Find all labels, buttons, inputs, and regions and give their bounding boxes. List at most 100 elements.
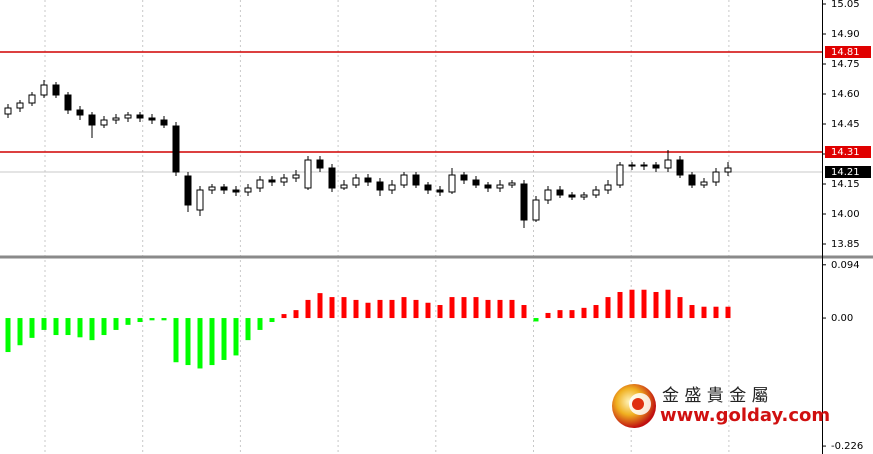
candle-body [100,119,108,126]
candle-body [148,117,156,121]
candle-body [316,159,324,169]
histogram-bar [269,318,275,323]
price-label-box [825,46,871,58]
candle-body [328,167,336,189]
histogram-bar [701,306,707,319]
candle-body [40,84,48,96]
candle-body [256,179,264,189]
price-label: 14.21 [831,167,860,178]
price-label-box [825,146,871,158]
histogram-bar [521,305,527,319]
histogram-bar [341,297,347,319]
histogram-bar [245,318,251,341]
histogram-bar [581,307,587,319]
macd-pane [5,289,731,369]
histogram-bar [257,318,263,330]
histogram-bar [89,318,95,341]
candle-body [676,159,684,176]
histogram-bar [41,318,47,330]
candle-body [652,164,660,169]
histogram-bar [29,318,35,338]
candle-body [232,189,240,193]
candle-body [184,175,192,206]
histogram-bar [65,318,71,336]
histogram-bar [353,299,359,319]
histogram-bar [53,318,59,336]
candle-body [556,189,564,196]
candle-body [112,117,120,121]
histogram-bar [665,289,671,319]
histogram-bar [413,299,419,319]
histogram-bar [317,293,323,319]
y-tick-label: 14.45 [831,119,860,130]
y-tick-label: 14.00 [831,209,860,220]
candle-body [496,184,504,189]
histogram-bar [617,291,623,319]
candle-body [16,102,24,109]
histogram-bar [197,318,203,369]
histogram-bar [485,299,491,319]
histogram-bar [377,299,383,319]
candle-body [172,125,180,173]
y-tick-label: 14.75 [831,59,860,70]
candle-body [616,164,624,186]
histogram-bar [365,302,371,319]
histogram-bar [677,297,683,319]
histogram-bar [101,318,107,336]
histogram-bar [689,305,695,319]
histogram-bar [629,289,635,319]
candle-body [580,194,588,198]
price-label: 14.81 [831,47,860,58]
histogram-bar [473,297,479,319]
histogram-bar [389,299,395,319]
price-pane [0,51,822,228]
candle-body [124,114,132,119]
histogram-bar [497,299,503,319]
candle-body [160,119,168,126]
y-tick-label: -0.226 [831,441,863,452]
candle-body [340,184,348,189]
histogram-bar [221,318,227,360]
candle-body [220,186,228,191]
candle-body [520,183,528,221]
candle-body [28,94,36,104]
candle-body [208,186,216,191]
candle-body [628,164,636,167]
histogram-bar [437,305,443,319]
y-tick-label: 14.90 [831,29,860,40]
histogram-bar [461,297,467,319]
histogram-bar [401,297,407,319]
histogram-bar [305,299,311,319]
histogram-bar [173,318,179,363]
candle-body [88,114,96,126]
histogram-bar [713,306,719,319]
candle-body [4,107,12,115]
candle-body [532,199,540,221]
histogram-bar [77,318,83,338]
histogram-bar [329,297,335,319]
price-label: 14.31 [831,147,860,158]
axis-labels: 15.0514.9014.7514.6014.4514.3014.1514.00… [822,0,871,452]
y-tick-label: 0.094 [831,260,860,271]
candle-body [712,171,720,183]
watermark: 金 盛 貴 金 屬 www.golday.com [612,384,830,428]
histogram-bar [161,318,167,321]
candle-body [364,177,372,183]
candle-body [724,167,732,173]
candle-body [436,189,444,193]
candle-body [484,184,492,189]
y-tick-label: 0.00 [831,313,853,324]
y-tick-label: 14.60 [831,89,860,100]
histogram-bar [653,291,659,319]
candle-body [376,181,384,191]
histogram-bar [449,297,455,319]
candle-body [688,174,696,186]
histogram-bar [185,318,191,366]
candle-body [460,174,468,181]
y-tick-label: 13.85 [831,239,860,250]
candle-body [592,189,600,196]
candle-body [472,179,480,186]
histogram-bar [137,318,143,323]
brand-name: 金 盛 貴 金 屬 [662,386,769,406]
histogram-bar [17,318,23,346]
